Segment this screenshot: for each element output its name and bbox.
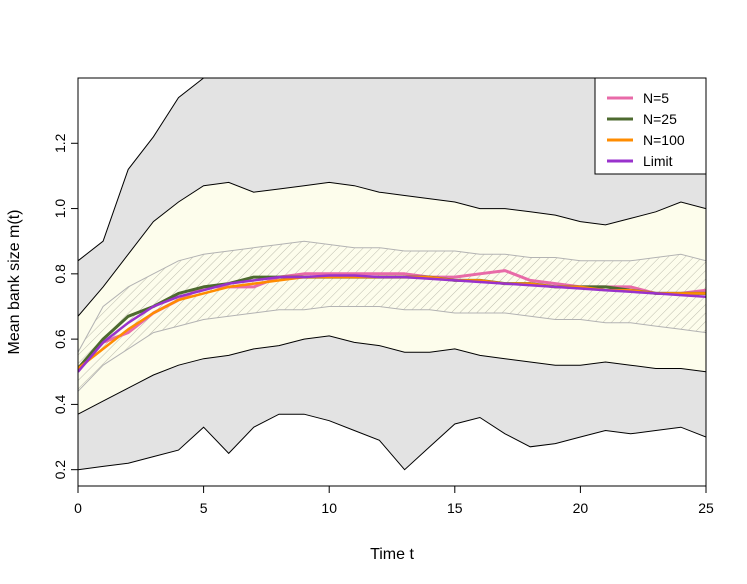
y-tick-label: 1.0 — [52, 199, 68, 219]
inner-band-lower-line — [78, 335, 706, 415]
outer-band-upper-line — [78, 78, 706, 262]
legend-label: Limit — [643, 153, 673, 169]
series-lines — [78, 269, 706, 373]
hatched-band-area — [78, 241, 706, 392]
y-axis: 0.2 0.4 0.6 0.8 1.0 1.2 — [52, 133, 79, 480]
x-tick-label: 20 — [573, 500, 589, 516]
x-axis-title: Time t — [370, 546, 414, 563]
y-tick-label: 0.4 — [52, 394, 68, 414]
x-tick-label: 15 — [447, 500, 463, 516]
x-axis: 0 5 10 15 20 25 — [74, 485, 714, 516]
legend-box — [594, 77, 707, 175]
hatched-band-upper-line — [78, 240, 706, 353]
legend-label: N=100 — [643, 132, 685, 148]
y-tick-label: 0.8 — [52, 264, 68, 284]
legend: N=5 N=25 N=100 Limit — [594, 77, 707, 175]
legend-label: N=5 — [643, 90, 669, 106]
y-axis-title: Mean bank size m(t) — [6, 210, 23, 355]
legend-label: N=25 — [643, 111, 677, 127]
y-tick-label: 0.6 — [52, 329, 68, 349]
x-tick-label: 0 — [74, 500, 82, 516]
outer-band-lower-line — [78, 413, 706, 471]
x-tick-label: 10 — [321, 500, 337, 516]
inner-band-upper-line — [78, 181, 706, 317]
x-tick-label: 5 — [200, 500, 208, 516]
y-tick-label: 0.2 — [52, 460, 68, 480]
x-tick-label: 25 — [698, 500, 714, 516]
series-line-limit — [78, 274, 706, 373]
hatched-band-lower-line — [78, 306, 706, 392]
y-tick-label: 1.2 — [52, 133, 68, 153]
